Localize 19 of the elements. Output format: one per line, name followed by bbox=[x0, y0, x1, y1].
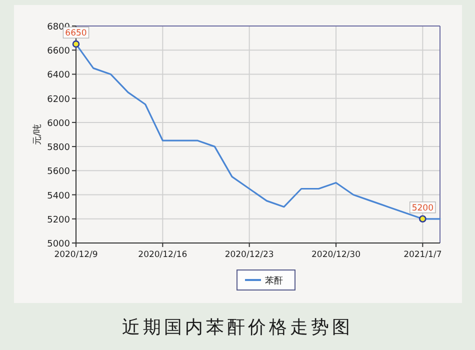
y-tick-label: 5000 bbox=[47, 240, 70, 250]
y-axis-title: 元/吨 bbox=[32, 124, 43, 146]
y-tick-label: 6400 bbox=[47, 70, 70, 81]
x-tick-label: 2020/12/9 bbox=[54, 250, 98, 260]
y-tick-label: 5200 bbox=[47, 215, 70, 226]
data-label: 5200 bbox=[412, 203, 434, 214]
x-tick-label: 2021/1/7 bbox=[404, 250, 442, 260]
y-tick-label: 5600 bbox=[47, 167, 70, 178]
data-label: 6650 bbox=[65, 28, 87, 39]
y-tick-label: 6200 bbox=[47, 94, 70, 105]
x-tick-label: 2020/12/16 bbox=[138, 250, 188, 260]
y-tick-label: 6600 bbox=[47, 46, 70, 57]
y-tick-label: 5800 bbox=[47, 143, 70, 154]
x-tick-label: 2020/12/23 bbox=[224, 250, 274, 260]
y-tick-label: 6000 bbox=[47, 118, 70, 129]
x-tick-label: 2020/12/30 bbox=[312, 250, 360, 260]
y-tick-label: 5400 bbox=[47, 191, 70, 202]
text: 近期国内苯酐价格走势图 bbox=[122, 317, 353, 338]
legend-label: 苯酐 bbox=[265, 276, 283, 286]
